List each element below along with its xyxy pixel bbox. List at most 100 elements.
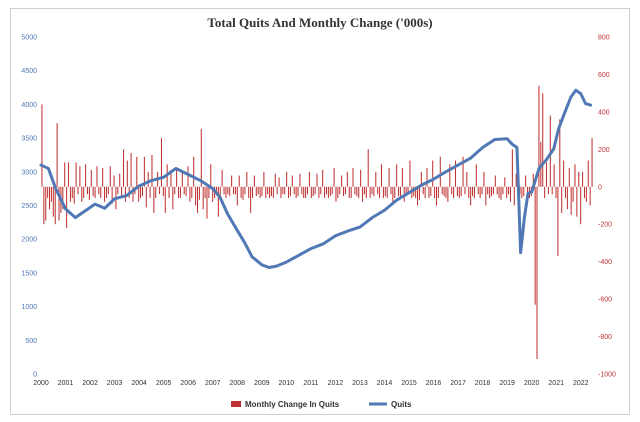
bar-monthly-change (329, 186, 331, 197)
bar-monthly-change (358, 186, 360, 199)
x-tick-label: 2011 (303, 380, 318, 387)
bar-monthly-change (362, 186, 364, 202)
bar-monthly-change (67, 162, 70, 187)
bar-monthly-change (297, 186, 299, 197)
bar-monthly-change (566, 186, 568, 210)
left-tick-label: 0 (33, 372, 37, 379)
right-axis-ticks: -1000 -800 -600 -400 -200 0 200 400 600 800 (598, 35, 616, 379)
bar-monthly-change (314, 186, 316, 195)
bar-monthly-change (549, 115, 551, 187)
bar-monthly-change (325, 186, 327, 195)
x-tick-label: 2010 (279, 380, 295, 387)
bar-monthly-change (308, 171, 310, 187)
left-tick-label: 4000 (21, 102, 37, 109)
x-tick-label: 2017 (450, 380, 466, 387)
bar-monthly-change (219, 186, 221, 199)
bar-monthly-change (506, 186, 508, 199)
bar-monthly-change (141, 186, 143, 197)
bar-monthly-change (496, 186, 498, 195)
bar-monthly-change (217, 186, 219, 217)
x-tick-label: 2009 (254, 380, 270, 387)
bar-monthly-change (538, 85, 540, 187)
right-tick-label: 400 (598, 109, 610, 116)
bar-monthly-change (341, 175, 343, 187)
bar-monthly-change (122, 149, 125, 187)
bar-monthly-change (546, 162, 548, 187)
bar-monthly-change (418, 186, 420, 200)
bar-monthly-change (301, 186, 303, 195)
bar-monthly-change (504, 177, 506, 187)
bar-monthly-change (187, 166, 189, 187)
bar-monthly-change (388, 168, 390, 187)
bar-monthly-change (464, 186, 466, 195)
bar-monthly-change (200, 128, 202, 187)
bar-monthly-change (377, 186, 379, 195)
x-tick-label: 2008 (229, 380, 245, 387)
left-tick-label: 2500 (21, 203, 37, 210)
bar-monthly-change (240, 186, 242, 199)
bar-monthly-change (466, 171, 468, 187)
bar-monthly-change (570, 186, 572, 215)
bar-monthly-change (420, 171, 422, 187)
bar-monthly-change (69, 186, 71, 202)
bar-monthly-change (582, 171, 584, 187)
bar-monthly-change (289, 186, 291, 197)
legend-label-quits: Quits (391, 400, 412, 409)
bar-monthly-change (195, 186, 197, 206)
bar-monthly-change (310, 186, 312, 199)
bar-monthly-change (390, 186, 392, 195)
x-tick-label: 2022 (573, 380, 589, 387)
bar-monthly-change (536, 186, 538, 360)
bar-monthly-change (155, 186, 157, 199)
bar-monthly-change (320, 186, 322, 195)
bar-monthly-change (272, 186, 274, 199)
bar-monthly-change (223, 186, 225, 195)
bar-monthly-change (485, 186, 487, 206)
bar-monthly-change (172, 186, 174, 210)
bar-monthly-change (564, 186, 567, 199)
bar-monthly-change (130, 153, 132, 187)
bar-monthly-change (276, 186, 278, 195)
bar-monthly-change (251, 186, 254, 199)
bar-monthly-change (306, 186, 309, 195)
bar-monthly-change (354, 186, 356, 195)
bar-monthly-change (221, 169, 223, 187)
bar-monthly-change (250, 186, 252, 213)
bar-monthly-change (386, 186, 388, 199)
bar-monthly-change (90, 169, 92, 187)
right-tick-label: -600 (598, 297, 612, 304)
bar-monthly-change (269, 186, 271, 199)
bar-monthly-change (96, 166, 98, 187)
bar-monthly-change (147, 171, 149, 187)
right-tick-label: 200 (598, 147, 610, 154)
bar-monthly-change (282, 186, 284, 195)
bar-monthly-change (102, 168, 104, 187)
bar-monthly-change (572, 186, 574, 202)
bar-monthly-change (121, 186, 123, 199)
x-tick-label: 2005 (156, 380, 172, 387)
bar-monthly-change (305, 186, 307, 199)
bar-monthly-change (360, 169, 362, 187)
bar-monthly-change (132, 186, 134, 202)
left-tick-label: 2000 (21, 237, 37, 244)
bar-monthly-change (337, 186, 339, 199)
bar-monthly-change (257, 186, 259, 195)
bar-monthly-change (398, 186, 400, 197)
bar-monthly-change (265, 186, 267, 199)
bar-monthly-change (181, 171, 183, 187)
bar-monthly-change (473, 186, 475, 199)
bar-monthly-change (49, 186, 51, 210)
x-tick-label: 2013 (352, 380, 368, 387)
x-tick-label: 2012 (328, 380, 344, 387)
bar-monthly-change (369, 186, 371, 199)
bar-monthly-change (367, 149, 369, 187)
bar-monthly-change (447, 186, 449, 202)
bar-monthly-change (143, 156, 145, 187)
bar-monthly-change (278, 177, 280, 187)
bar-monthly-change (149, 186, 151, 199)
bar-monthly-change (346, 171, 348, 187)
bar-monthly-change (585, 186, 587, 202)
bar-monthly-change (331, 186, 333, 195)
bar-monthly-change (454, 160, 456, 187)
bar-monthly-change (193, 156, 195, 187)
